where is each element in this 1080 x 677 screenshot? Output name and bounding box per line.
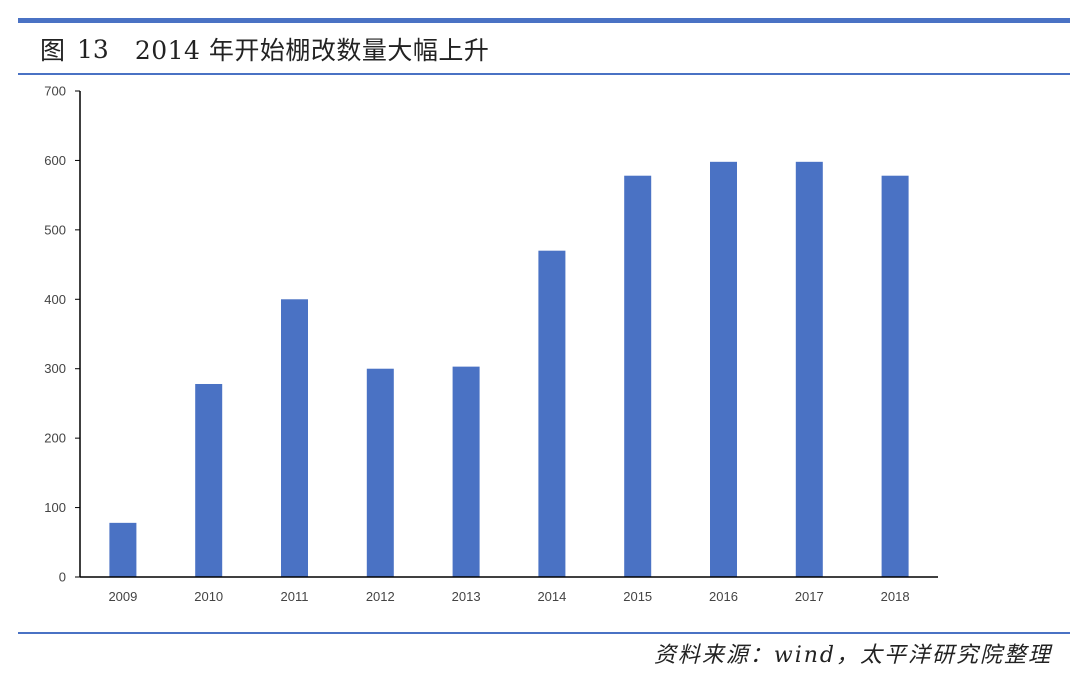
x-tick-label: 2013 [452,589,481,604]
bar-2016 [710,161,737,577]
bar-group [109,161,909,577]
top-rule [18,18,1070,23]
bar-2014 [538,250,566,577]
y-tick-label: 200 [44,431,66,446]
y-axis-ticks: 0 100 200 300 400 500 600 700 [44,84,80,585]
y-tick-label: 0 [59,570,66,585]
bar-2009 [109,522,137,577]
bar-2011 [281,299,308,577]
source-note: 资料来源：wind，太平洋研究院整理 [653,643,1052,668]
x-axis-ticks: 2009 2010 2011 2012 2013 2014 2015 2016 2017 2018 [108,589,909,604]
x-tick-label: 2017 [795,589,824,604]
y-tick-label: 600 [44,153,66,168]
x-tick-label: 2015 [623,589,652,604]
chart-area: 0 100 200 300 400 500 600 700 2009 2010 2011 2012 2… [18,78,1070,618]
bar-2012 [366,368,394,577]
y-tick-label: 300 [44,361,66,376]
figure-title: 2014 年开始棚改数量大幅上升 [134,36,490,65]
title-rule [18,73,1070,75]
x-tick-label: 2018 [881,589,910,604]
y-tick-label: 500 [44,222,66,237]
figure-label: 图 [40,36,66,65]
bar-2010 [195,383,223,577]
x-tick-label: 2010 [194,589,223,604]
bottom-rule [18,632,1070,634]
figure-title-bar: 图 13 2014 年开始棚改数量大幅上升 [18,27,1070,71]
bar-2015 [624,175,652,577]
bar-2018 [881,175,909,577]
x-tick-label: 2014 [537,589,566,604]
x-tick-label: 2016 [709,589,738,604]
bar-2017 [795,161,823,577]
x-tick-label: 2012 [366,589,395,604]
figure-number: 13 [77,34,109,64]
x-tick-label: 2011 [281,589,309,604]
y-tick-label: 100 [44,500,66,515]
y-tick-label: 400 [44,292,66,307]
bar-2013 [452,366,480,577]
y-tick-label: 700 [44,84,66,99]
x-tick-label: 2009 [108,589,137,604]
